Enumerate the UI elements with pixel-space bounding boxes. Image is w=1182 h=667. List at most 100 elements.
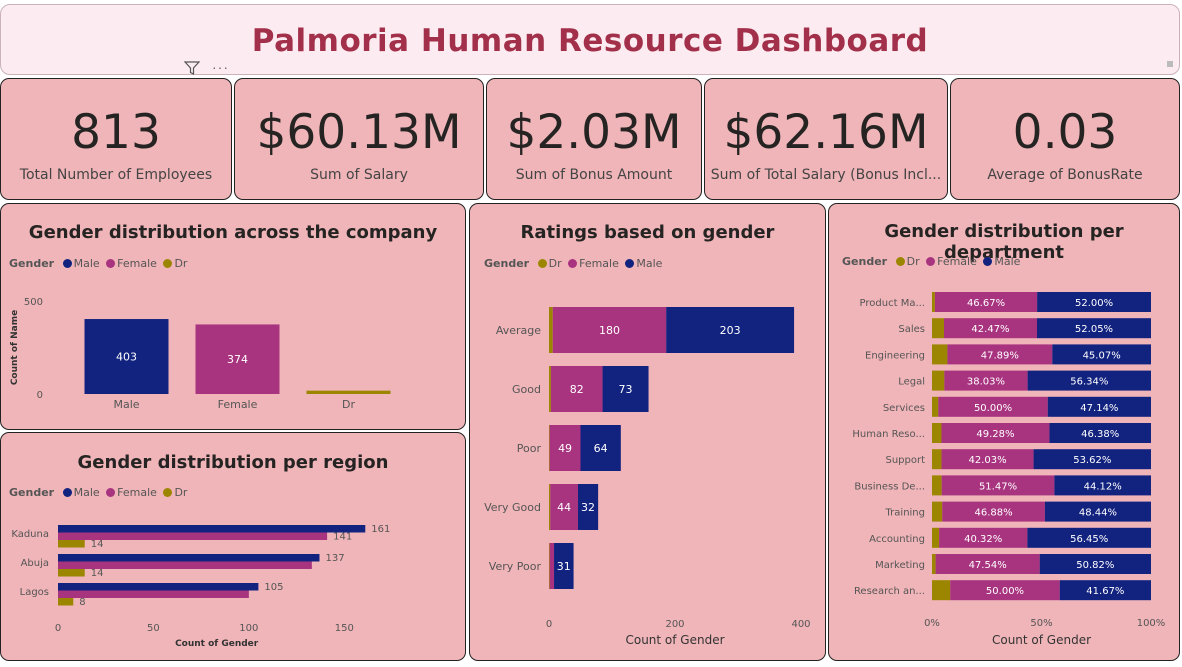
legend-dot	[62, 259, 72, 268]
bar-segment[interactable]	[942, 501, 1045, 522]
legend-item-female[interactable]: Female	[106, 486, 157, 499]
kpi-card-total-employees[interactable]: 813 Total Number of Employees	[0, 78, 232, 200]
kpi-card-total-salary[interactable]: $62.16M Sum of Total Salary (Bonus Incl.…	[704, 78, 948, 200]
bar-segment[interactable]	[549, 366, 551, 412]
x-tick-label: 100	[239, 623, 258, 634]
bar-segment[interactable]	[944, 318, 1038, 339]
bar-segment[interactable]	[577, 484, 599, 530]
data-label: 56.34%	[1070, 377, 1108, 388]
bar-segment[interactable]	[1033, 449, 1151, 470]
bar-segment[interactable]	[1039, 554, 1151, 574]
bar[interactable]	[58, 532, 328, 541]
bar[interactable]	[58, 525, 366, 533]
bar-segment[interactable]	[932, 527, 940, 548]
chart-card-gender-company[interactable]: Gender distribution across the company G…	[0, 203, 466, 430]
legend-item-male[interactable]: Male	[625, 257, 662, 270]
bar[interactable]	[58, 598, 74, 606]
bar-segment[interactable]	[549, 425, 581, 471]
bar-segment[interactable]	[932, 344, 948, 365]
bar-segment[interactable]	[666, 307, 795, 353]
bar-segment[interactable]	[932, 396, 939, 417]
bar-segment[interactable]	[941, 423, 1050, 443]
data-label: 46.88%	[975, 508, 1013, 519]
legend-item-male[interactable]: Male	[62, 486, 100, 499]
bar-segment[interactable]	[932, 449, 942, 470]
bar-segment[interactable]	[1049, 423, 1151, 443]
bar-segment[interactable]	[934, 292, 1038, 312]
bar-segment[interactable]	[932, 292, 935, 312]
more-options-icon[interactable]: ···	[212, 59, 229, 75]
legend-item-female[interactable]: Female	[106, 257, 157, 270]
legend-item-dr[interactable]: Dr	[895, 255, 920, 268]
bar-segment[interactable]	[552, 307, 667, 353]
bar-segment[interactable]	[932, 475, 942, 496]
resize-handle-icon[interactable]	[1167, 61, 1173, 67]
x-tick-label: 100%	[1137, 618, 1166, 629]
bar-segment[interactable]	[602, 366, 649, 412]
bar[interactable]	[195, 324, 280, 394]
data-label: 53.62%	[1073, 455, 1111, 466]
data-label: 48.44%	[1079, 508, 1117, 519]
chart-card-gender-region[interactable]: Gender distribution per region Gender Ma…	[0, 432, 466, 661]
bar-segment[interactable]	[549, 543, 555, 589]
y-tick-label: Very Good	[484, 501, 541, 514]
bar[interactable]	[58, 583, 259, 591]
bar[interactable]	[58, 540, 85, 548]
legend-item-dr[interactable]: Dr	[163, 257, 187, 270]
bar-segment[interactable]	[932, 370, 945, 391]
bar[interactable]	[58, 569, 85, 577]
bar[interactable]	[58, 554, 320, 562]
bar-segment[interactable]	[939, 527, 1028, 548]
data-label: 50.00%	[986, 586, 1024, 597]
data-label: 52.00%	[1075, 298, 1113, 309]
bar-segment[interactable]	[1037, 318, 1151, 339]
bar-segment[interactable]	[549, 307, 553, 353]
legend-item-dr[interactable]: Dr	[163, 486, 187, 499]
bar[interactable]	[58, 561, 312, 570]
legend-dot	[537, 259, 547, 268]
bar-segment[interactable]	[554, 543, 574, 589]
kpi-card-sum-salary[interactable]: $60.13M Sum of Salary	[234, 78, 484, 200]
bar-segment[interactable]	[941, 475, 1055, 496]
bar-segment[interactable]	[1059, 580, 1151, 601]
filter-icon[interactable]	[184, 61, 200, 75]
bar-segment[interactable]	[935, 554, 1040, 574]
kpi-label: Total Number of Employees	[19, 167, 213, 183]
bar-segment[interactable]	[941, 449, 1034, 470]
bar-segment[interactable]	[932, 580, 951, 601]
legend-item-female[interactable]: Female	[568, 257, 619, 270]
bar-segment[interactable]	[1037, 292, 1151, 312]
bar-segment[interactable]	[932, 501, 943, 522]
bar-segment[interactable]	[932, 554, 936, 574]
kpi-card-avg-bonus-rate[interactable]: 0.03 Average of BonusRate	[950, 78, 1180, 200]
bar-segment[interactable]	[549, 425, 550, 471]
bar-segment[interactable]	[580, 425, 621, 471]
bar-segment[interactable]	[1054, 475, 1151, 496]
legend-item-dr[interactable]: Dr	[537, 257, 562, 270]
legend-item-male[interactable]: Male	[62, 257, 100, 270]
chart-card-ratings[interactable]: Ratings based on gender Gender Dr Female…	[469, 203, 826, 661]
bar-segment[interactable]	[932, 423, 942, 443]
data-label: 50.00%	[974, 403, 1012, 414]
legend-item-male[interactable]: Male	[983, 255, 1020, 268]
kpi-card-sum-bonus[interactable]: $2.03M Sum of Bonus Amount	[486, 78, 702, 200]
bar-segment[interactable]	[550, 366, 603, 412]
legend-item-female[interactable]: Female	[926, 255, 977, 268]
bar-segment[interactable]	[938, 396, 1048, 417]
bar[interactable]	[306, 390, 391, 394]
bar-segment[interactable]	[947, 344, 1053, 365]
bar-segment[interactable]	[1047, 396, 1151, 417]
bar[interactable]	[58, 590, 249, 599]
bar-segment[interactable]	[549, 484, 551, 530]
bar-segment[interactable]	[950, 580, 1060, 601]
bar-segment[interactable]	[549, 543, 550, 589]
bar-segment[interactable]	[1027, 370, 1151, 391]
bar[interactable]	[84, 319, 169, 394]
bar-segment[interactable]	[1052, 344, 1151, 365]
bar-segment[interactable]	[1044, 501, 1151, 522]
bar-segment[interactable]	[550, 484, 578, 530]
bar-segment[interactable]	[1027, 527, 1151, 548]
bar-segment[interactable]	[932, 318, 945, 339]
bar-segment[interactable]	[944, 370, 1028, 391]
chart-card-gender-department[interactable]: Gender distribution per department Gende…	[828, 203, 1180, 661]
